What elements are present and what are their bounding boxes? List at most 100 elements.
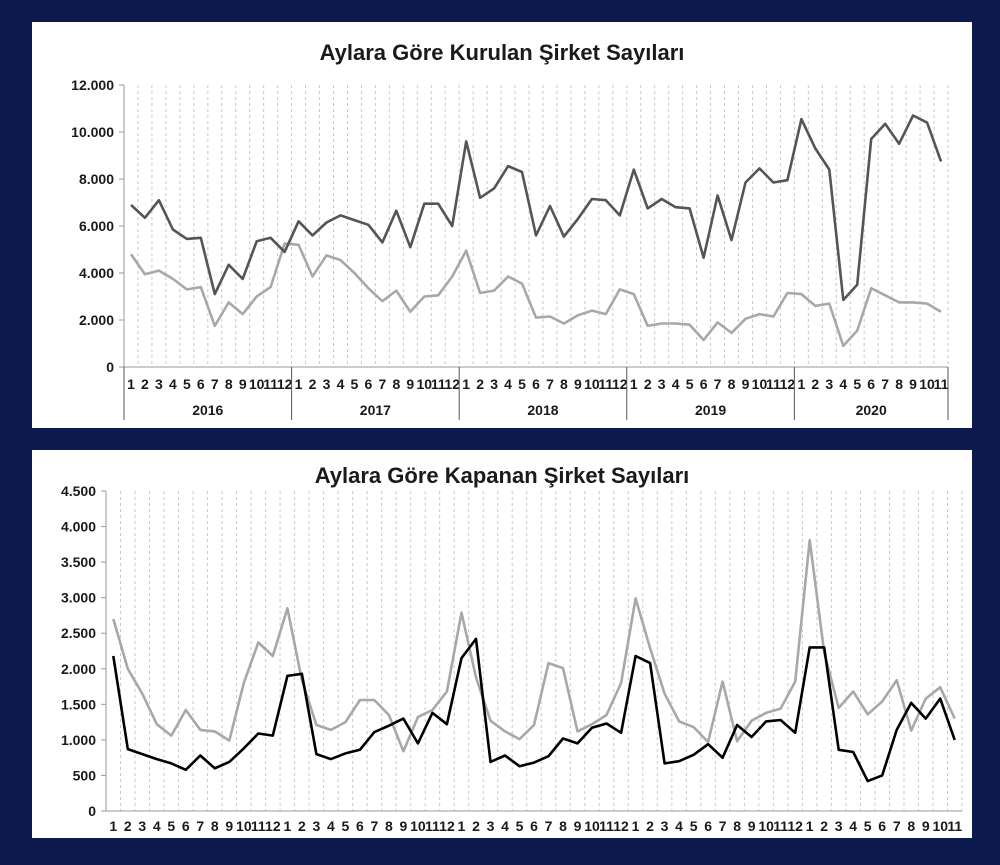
chart-panel-kapanan: Aylara Göre Kapanan Şirket Sayıları 0 500… [32, 450, 972, 838]
x-tick-label: 4 [327, 818, 335, 834]
x-tick-label: 7 [893, 818, 901, 834]
series-line [129, 242, 942, 348]
x-tick-label: 4 [672, 376, 680, 392]
x-tick-label: 2 [472, 818, 480, 834]
x-tick-label: 11 [773, 818, 788, 834]
y-tick-label: 2.500 [61, 625, 96, 641]
x-tick-label: 9 [922, 818, 930, 834]
x-tick-label: 6 [878, 818, 886, 834]
x-tick-label: 3 [155, 376, 163, 392]
x-tick-label: 7 [378, 376, 386, 392]
x-tick-label: 4 [153, 818, 161, 834]
x-tick-label: 2 [646, 818, 654, 834]
x-tick-label: 5 [853, 376, 861, 392]
x-tick-label: 11 [934, 376, 949, 392]
y-tick-label: 8.000 [79, 171, 114, 187]
x-tick-label: 11 [598, 376, 613, 392]
x-tick-label: 10 [416, 376, 432, 392]
y-tick-label: 0 [106, 359, 114, 375]
x-tick-label: 5 [518, 376, 526, 392]
x-tick-label: 1 [127, 376, 135, 392]
x-tick-label: 8 [907, 818, 915, 834]
x-tick-label: 8 [385, 818, 393, 834]
y-tick-label: 3.500 [61, 554, 96, 570]
x-tick-label: 3 [658, 376, 666, 392]
x-tick-label: 3 [487, 818, 495, 834]
x-tick-label: 6 [530, 818, 538, 834]
y-tick-label: 4.000 [61, 519, 96, 535]
x-tick-label: 5 [167, 818, 175, 834]
series-line [130, 114, 943, 302]
x-tick-label: 6 [356, 818, 364, 834]
x-tick-label: 8 [560, 376, 568, 392]
year-label: 2020 [856, 402, 887, 418]
x-tick-label: 2 [141, 376, 149, 392]
x-tick-label: 5 [341, 818, 349, 834]
x-tick-label: 7 [714, 376, 722, 392]
x-tick-label: 1 [630, 376, 638, 392]
year-label: 2019 [695, 402, 726, 418]
x-tick-label: 2 [298, 818, 306, 834]
x-tick-label: 8 [733, 818, 741, 834]
x-tick-label: 10 [236, 818, 252, 834]
y-tick-label: 500 [73, 767, 97, 783]
y-tick-label: 0 [88, 803, 96, 819]
x-tick-label: 10 [249, 376, 265, 392]
x-tick-label: 1 [632, 818, 640, 834]
x-tick-label: 3 [490, 376, 498, 392]
x-tick-label: 5 [351, 376, 359, 392]
y-tick-label: 3.000 [61, 590, 96, 606]
x-tick-label: 7 [545, 818, 553, 834]
x-tick-label: 10 [932, 818, 948, 834]
x-tick-label: 4 [337, 376, 345, 392]
x-tick-label: 4 [849, 818, 857, 834]
x-tick-label: 10 [584, 376, 600, 392]
chart-panel-kurulan: Aylara Göre Kurulan Şirket Sayıları 0 2.0… [32, 22, 972, 428]
x-tick-label: 11 [251, 818, 266, 834]
chart-title: Aylara Göre Kapanan Şirket Sayıları [315, 463, 690, 488]
y-tick-label: 1.500 [61, 696, 96, 712]
x-tick-label: 10 [410, 818, 426, 834]
chart-kurulan: Aylara Göre Kurulan Şirket Sayıları 0 2.0… [71, 40, 949, 420]
x-tick-label: 9 [400, 818, 408, 834]
x-tick-label: 3 [661, 818, 669, 834]
x-tick-label: 6 [704, 818, 712, 834]
x-tick-label: 2 [309, 376, 317, 392]
x-tick-label: 8 [211, 818, 219, 834]
y-tick-label: 10.000 [71, 124, 114, 140]
year-label: 2016 [192, 402, 223, 418]
series-line [112, 538, 956, 753]
x-tick-label: 6 [365, 376, 373, 392]
y-tick-label: 1.000 [61, 732, 96, 748]
x-tick-label: 11 [766, 376, 781, 392]
x-tick-label: 4 [504, 376, 512, 392]
x-tick-label: 11 [947, 818, 962, 834]
x-tick-label: 4 [675, 818, 683, 834]
x-tick-label: 7 [196, 818, 204, 834]
x-tick-label: 11 [425, 818, 440, 834]
y-tick-label: 6.000 [79, 218, 114, 234]
x-tick-label: 8 [225, 376, 233, 392]
x-tick-label: 3 [323, 376, 331, 392]
x-tick-label: 12 [439, 818, 455, 834]
x-tick-label: 1 [462, 376, 470, 392]
x-tick-label: 8 [559, 818, 567, 834]
x-tick-label: 6 [700, 376, 708, 392]
x-tick-label: 5 [686, 376, 694, 392]
x-tick-label: 6 [532, 376, 540, 392]
chart-title: Aylara Göre Kurulan Şirket Sayıları [320, 40, 685, 65]
x-tick-label: 2 [476, 376, 484, 392]
x-tick-label: 7 [881, 376, 889, 392]
x-tick-label: 9 [748, 818, 756, 834]
x-tick-label: 12 [613, 818, 629, 834]
x-tick-label: 1 [283, 818, 291, 834]
y-tick-label: 4.000 [79, 265, 114, 281]
x-tick-label: 12 [265, 818, 281, 834]
x-tick-label: 4 [501, 818, 509, 834]
x-tick-label: 12 [787, 818, 803, 834]
x-tick-label: 12 [444, 376, 460, 392]
x-tick-label: 9 [909, 376, 917, 392]
x-tick-label: 7 [371, 818, 379, 834]
x-tick-label: 7 [719, 818, 727, 834]
